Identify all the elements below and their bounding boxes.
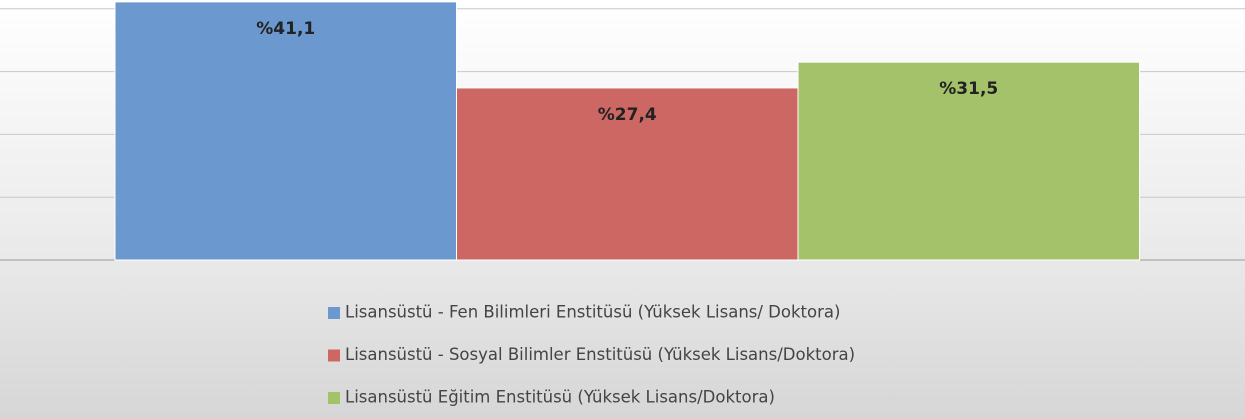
- data-label: %41,1: [256, 19, 315, 39]
- legend-swatch: [328, 349, 340, 362]
- bar: [114, 1, 457, 261]
- legend-label: Lisansüstü Eğitim Enstitüsü (Yüksek Lisa…: [345, 388, 775, 407]
- legend-label: Lisansüstü - Fen Bilimleri Enstitüsü (Yü…: [345, 303, 840, 322]
- legend-swatch: [328, 307, 340, 319]
- bar: [797, 61, 1140, 261]
- legend-label: Lisansüstü - Sosyal Bilimler Enstitüsü (…: [345, 345, 855, 364]
- data-label: %27,4: [598, 105, 657, 125]
- data-label: %31,5: [939, 79, 998, 99]
- bar: [456, 87, 799, 261]
- legend-swatch: [328, 392, 340, 404]
